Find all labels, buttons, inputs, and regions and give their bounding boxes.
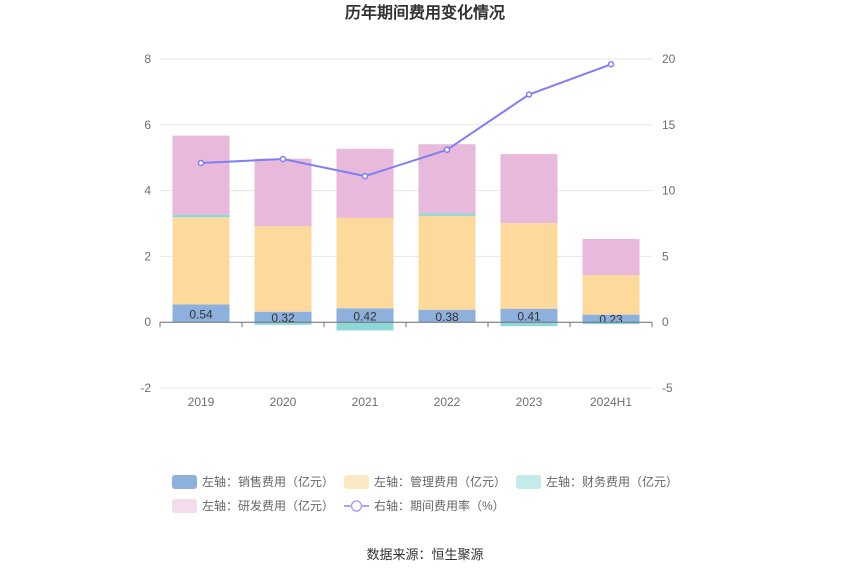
x-tick-label: 2019 [188,395,215,409]
left-tick-label: 8 [144,52,151,66]
bar-segment [172,214,230,218]
x-axis: 2019 2020 2021 2022 2023 2024H1 [159,322,653,409]
left-tick-label: 4 [144,184,151,198]
bar-segment [336,148,394,218]
data-label: 0.32 [271,311,295,325]
x-tick-label: 2023 [516,395,543,409]
bar-segment [500,154,558,224]
rate-line-point [607,61,615,68]
rate-line-point [443,146,451,154]
bar-segment [336,322,394,331]
legend-swatch [172,475,197,489]
legend-marker-icon [350,500,363,512]
legend-label: 左轴：管理费用（亿元） [374,474,506,489]
bar-segment [582,322,640,325]
gridlines [160,58,652,389]
rate-line-point [361,172,369,180]
bar-segment [336,308,394,323]
bar-segment [418,144,476,214]
data-label: 0.54 [189,307,213,321]
legend-swatch [344,475,369,489]
bar-segment [500,308,558,323]
right-axis: -5 0 5 10 15 20 [662,52,676,395]
bar-segment [418,309,476,323]
rate-line-point [197,159,205,167]
data-label: 0.42 [353,309,377,323]
legend-label: 左轴：销售费用（亿元） [202,474,334,489]
legend-swatch [172,499,197,513]
bar-segment [336,217,394,309]
legend: 左轴：销售费用（亿元） 左轴：管理费用（亿元） 左轴：财务费用（亿元） 左轴：研发费用… [172,474,678,513]
rate-line [197,61,615,180]
right-tick-label: 10 [662,184,676,198]
x-tick-label: 2024H1 [590,395,632,409]
bar-segment [418,215,476,310]
bar-segment [254,158,312,227]
right-tick-label: 20 [662,52,676,66]
rate-line-point [525,91,533,98]
data-label: 0.41 [517,309,541,323]
left-tick-label: 2 [144,249,151,263]
data-source: 数据来源：恒生聚源 [366,547,483,562]
bar-segment [172,304,230,323]
right-tick-label: -5 [662,381,673,395]
bar-segment [254,322,312,325]
x-tick-label: 2020 [270,395,297,409]
rate-line-path [200,63,612,178]
bars: 0.54 0.32 0.42 0.38 0.41 0.23 [172,135,640,331]
bar-segment [582,238,640,276]
left-tick-label: 0 [144,315,151,329]
right-tick-label: 15 [662,118,676,132]
bar-segment [500,322,558,327]
chart-title: 历年期间费用变化情况 [345,3,505,22]
left-axis: -2 0 2 4 6 8 [140,52,151,395]
bar-segment [254,311,312,323]
legend-label: 右轴：期间费用率（%） [374,498,505,513]
bar-segment [582,275,640,315]
legend-label: 左轴：财务费用（亿元） [546,474,678,489]
bar-segment [418,213,476,216]
bar-segment [172,217,230,305]
left-tick-label: -2 [140,381,151,395]
left-tick-label: 6 [144,118,151,132]
x-tick-label: 2022 [434,395,461,409]
bar-segment [582,314,640,323]
legend-label: 左轴：研发费用（亿元） [202,498,334,513]
right-tick-label: 5 [662,249,669,263]
right-tick-label: 0 [662,315,669,329]
x-tick-label: 2021 [352,395,379,409]
legend-swatch [516,475,541,489]
bar-segment [500,223,558,309]
bar-segment [172,135,230,215]
bar-segment [254,226,312,312]
rate-line-point [279,155,287,163]
data-label: 0.38 [435,310,459,324]
